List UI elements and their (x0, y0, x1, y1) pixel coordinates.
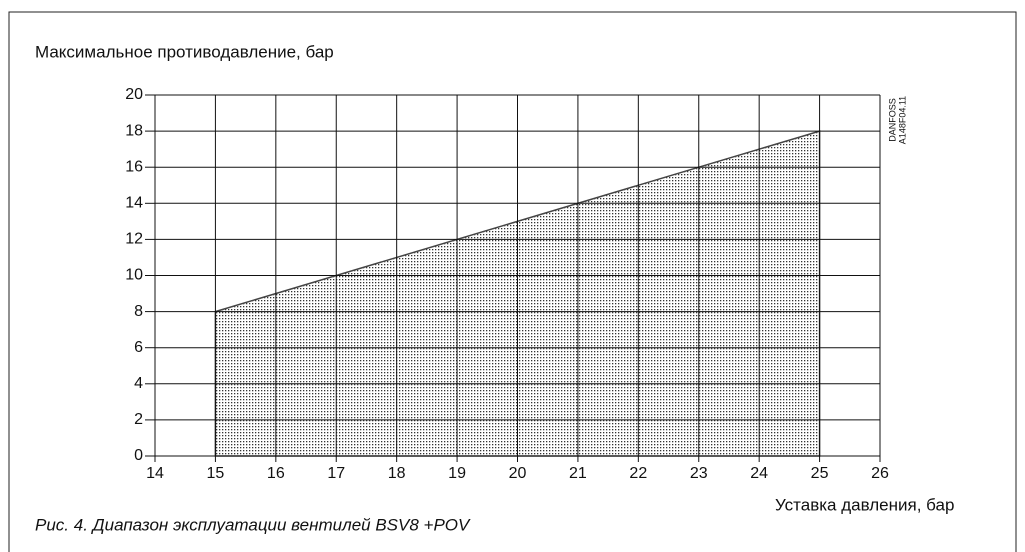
x-tick-label: 26 (871, 465, 889, 482)
y-tick-label: 20 (125, 86, 143, 103)
y-tick-label: 14 (125, 195, 143, 212)
x-tick-label: 24 (750, 465, 768, 482)
x-tick-label: 21 (569, 465, 587, 482)
x-tick-label: 22 (629, 465, 647, 482)
annotation: DANFOSS (887, 98, 897, 142)
x-axis-title: Уставка давления, бар (775, 495, 954, 514)
y-tick-label: 4 (134, 375, 143, 392)
y-tick-label: 16 (125, 158, 143, 175)
annotation: A148F04.11 (897, 96, 907, 144)
y-tick-label: 10 (125, 267, 143, 284)
y-tick-label: 0 (134, 447, 143, 464)
caption: Рис. 4. Диапазон эксплуатации вентилей B… (35, 515, 471, 534)
y-tick-label: 12 (125, 231, 143, 248)
y-axis-title: Максимальное противодавление, бар (35, 42, 334, 61)
frame (8, 11, 1017, 552)
y-tick-label: 8 (134, 303, 143, 320)
x-tick-label: 15 (207, 465, 225, 482)
x-tick-label: 18 (388, 465, 406, 482)
x-tick-label: 19 (448, 465, 466, 482)
x-tick-label: 20 (509, 465, 527, 482)
x-tick-label: 17 (327, 465, 345, 482)
x-tick-label: 16 (267, 465, 285, 482)
x-tick-label: 25 (811, 465, 829, 482)
y-tick-label: 6 (134, 339, 143, 356)
y-tick-label: 2 (134, 411, 143, 428)
y-tick-label: 18 (125, 122, 143, 139)
x-tick-label: 23 (690, 465, 708, 482)
x-tick-label: 14 (146, 465, 164, 482)
